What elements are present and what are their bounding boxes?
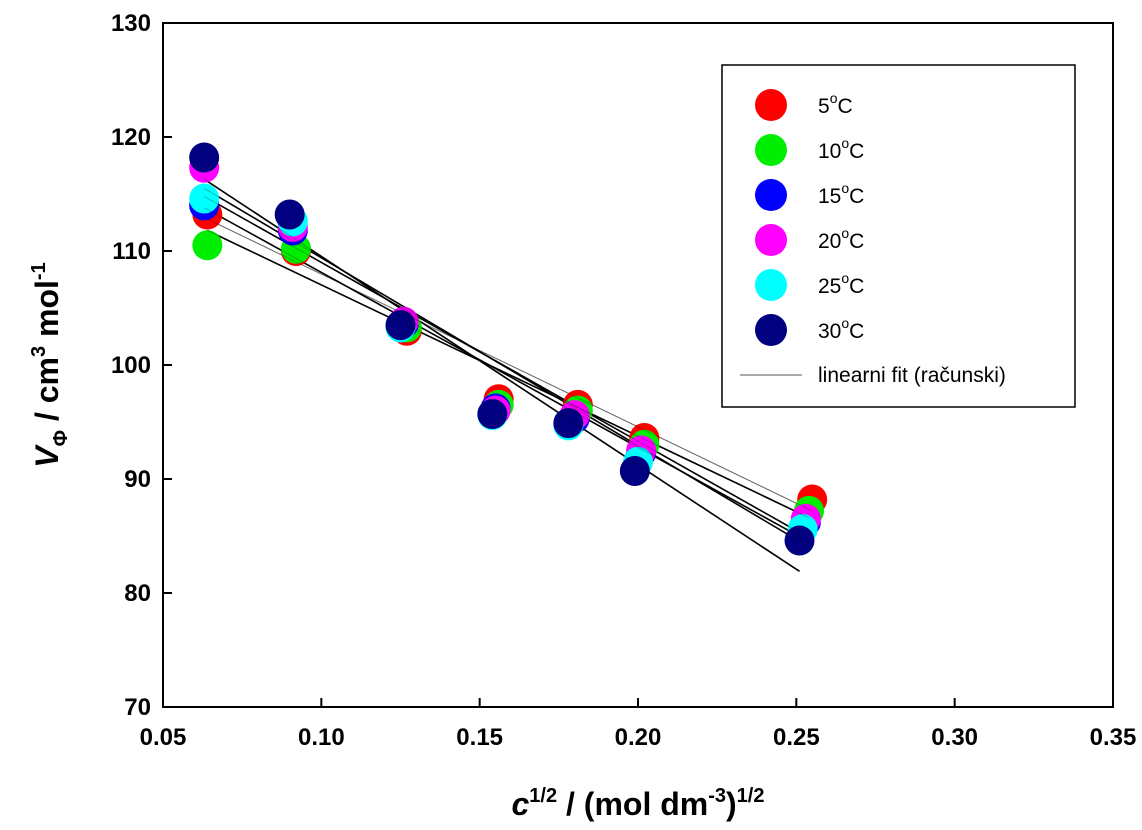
fit-line-overlay: [207, 230, 810, 519]
data-point-30C: [553, 408, 584, 439]
legend-marker-5C: [755, 89, 787, 121]
legend-temp-unit: C: [849, 275, 864, 298]
data-points: [189, 142, 828, 572]
y-tick-label: 80: [124, 580, 151, 607]
legend-label-20C: 20oC: [818, 225, 864, 253]
legend-marker-15C: [755, 179, 787, 211]
legend-temp-unit: C: [849, 230, 864, 253]
legend-temp-value: 15: [818, 185, 841, 208]
legend-temp-unit: C: [837, 95, 852, 118]
y-tick-label: 120: [111, 124, 151, 151]
data-point-30C: [784, 525, 815, 556]
y-axis-title: VΦ / cm3 mol-1: [28, 262, 72, 467]
y-axis-sup2: -1: [28, 262, 50, 280]
x-tick-label: 0.35: [1090, 724, 1137, 751]
degree-sign: o: [841, 270, 849, 286]
x-tick-label: 0.20: [615, 724, 662, 751]
x-tick-label: 0.25: [773, 724, 820, 751]
y-axis-sup1: 3: [28, 346, 50, 357]
plot-area: 0.05 0.10 0.15 0.20 0.25 0.30 0.35 70 80 90 100 11…: [111, 10, 1136, 751]
legend-marker-20C: [755, 224, 787, 256]
x-axis-sup3: 1/2: [737, 785, 765, 807]
legend-label-30C: 30oC: [818, 315, 864, 343]
y-axis-sub: Φ: [50, 430, 72, 446]
y-tick-label: 100: [111, 352, 151, 379]
y-axis: 70 80 90 100 110 120 130: [111, 10, 172, 721]
legend-temp-value: 5: [818, 95, 830, 118]
y-tick-label: 90: [124, 466, 151, 493]
legend-temp-value: 25: [818, 275, 841, 298]
fit-line-5C: [207, 218, 813, 512]
legend-fit-label: linearni fit (računski): [818, 364, 1006, 387]
legend-label-25C: 25oC: [818, 270, 864, 298]
legend-temp-value: 10: [818, 140, 841, 163]
x-axis: 0.05 0.10 0.15 0.20 0.25 0.30 0.35: [140, 698, 1137, 751]
legend-label-5C: 5oC: [818, 90, 853, 118]
y-tick-label: 110: [112, 238, 151, 265]
fit-line-overlay: [207, 218, 813, 512]
legend-temp-unit: C: [849, 320, 864, 343]
x-axis-var: c: [512, 786, 530, 822]
degree-sign: o: [841, 225, 849, 241]
legend-temp-value: 20: [818, 230, 841, 253]
x-tick-label: 0.05: [140, 724, 187, 751]
fit-line-overlay: [203, 187, 807, 546]
data-point-10C: [192, 230, 223, 261]
legend-temp-value: 30: [818, 320, 841, 343]
fit-line-overlay: [203, 178, 800, 572]
y-tick-label: 130: [111, 10, 151, 37]
x-axis-mid: / (mol dm: [557, 786, 708, 822]
legend-marker-10C: [755, 134, 787, 166]
legend-temp-unit: C: [849, 140, 864, 163]
data-point-30C: [477, 399, 508, 430]
degree-sign: o: [841, 180, 849, 196]
legend-marker-25C: [755, 269, 787, 301]
x-axis-sup1: 1/2: [529, 785, 557, 807]
y-axis-mid: / cm: [29, 357, 65, 430]
legend-label-10C: 10oC: [818, 135, 864, 163]
x-tick-label: 0.30: [931, 724, 978, 751]
fit-line-overlay: [203, 207, 803, 539]
legend-marker-30C: [755, 314, 787, 346]
x-axis-close: ): [726, 786, 737, 822]
data-point-25C: [189, 183, 220, 214]
data-point-30C: [189, 142, 220, 173]
fit-line-overlay: [203, 195, 807, 537]
x-tick-label: 0.10: [298, 724, 345, 751]
y-axis-var: V: [29, 444, 65, 468]
data-point-30C: [385, 310, 416, 341]
data-point-30C: [274, 199, 305, 230]
degree-sign: o: [841, 315, 849, 331]
x-axis-title: c1/2 / (mol dm-3)1/2: [512, 785, 765, 822]
legend-temp-unit: C: [849, 185, 864, 208]
degree-sign: o: [841, 135, 849, 151]
degree-sign: o: [830, 90, 838, 106]
x-axis-sup2: -3: [708, 785, 726, 807]
y-axis-mid2: mol: [29, 280, 65, 346]
x-tick-label: 0.15: [456, 724, 503, 751]
data-point-30C: [619, 456, 650, 487]
fit-line-10C: [206, 229, 810, 519]
legend-label-15C: 15oC: [818, 180, 864, 208]
y-tick-label: 70: [124, 694, 151, 721]
